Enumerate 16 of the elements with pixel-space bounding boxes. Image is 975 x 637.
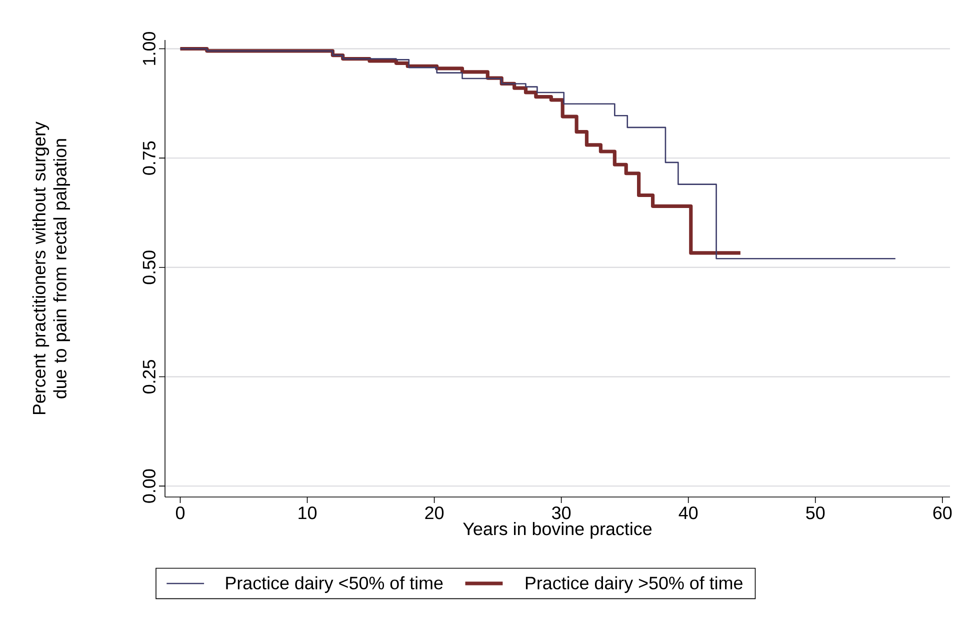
y-axis-title: Percent practitioners without surgery due to pain from rectal palpation — [32, 122, 70, 414]
x-tick-label: 10 — [298, 506, 317, 520]
y-tick-label: 0.50 — [142, 250, 156, 284]
legend-label: Practice dairy <50% of time — [226, 576, 443, 593]
x-tick-label: 40 — [678, 506, 698, 520]
x-tick-label: 50 — [806, 506, 825, 520]
x-tick-label: 20 — [425, 506, 444, 520]
legend-label: Practice dairy >50% of time — [526, 576, 742, 593]
x-tick-label: 30 — [552, 506, 571, 520]
y-tick-label: 1.00 — [142, 32, 156, 65]
y-tick-label: 0.00 — [142, 469, 156, 503]
x-axis-title: Years in bovine practice — [463, 522, 652, 539]
y-tick-label: 0.25 — [142, 360, 156, 394]
y-tick-label: 0.75 — [142, 141, 156, 175]
x-tick-label: 0 — [176, 506, 185, 520]
x-tick-label: 60 — [933, 506, 952, 520]
